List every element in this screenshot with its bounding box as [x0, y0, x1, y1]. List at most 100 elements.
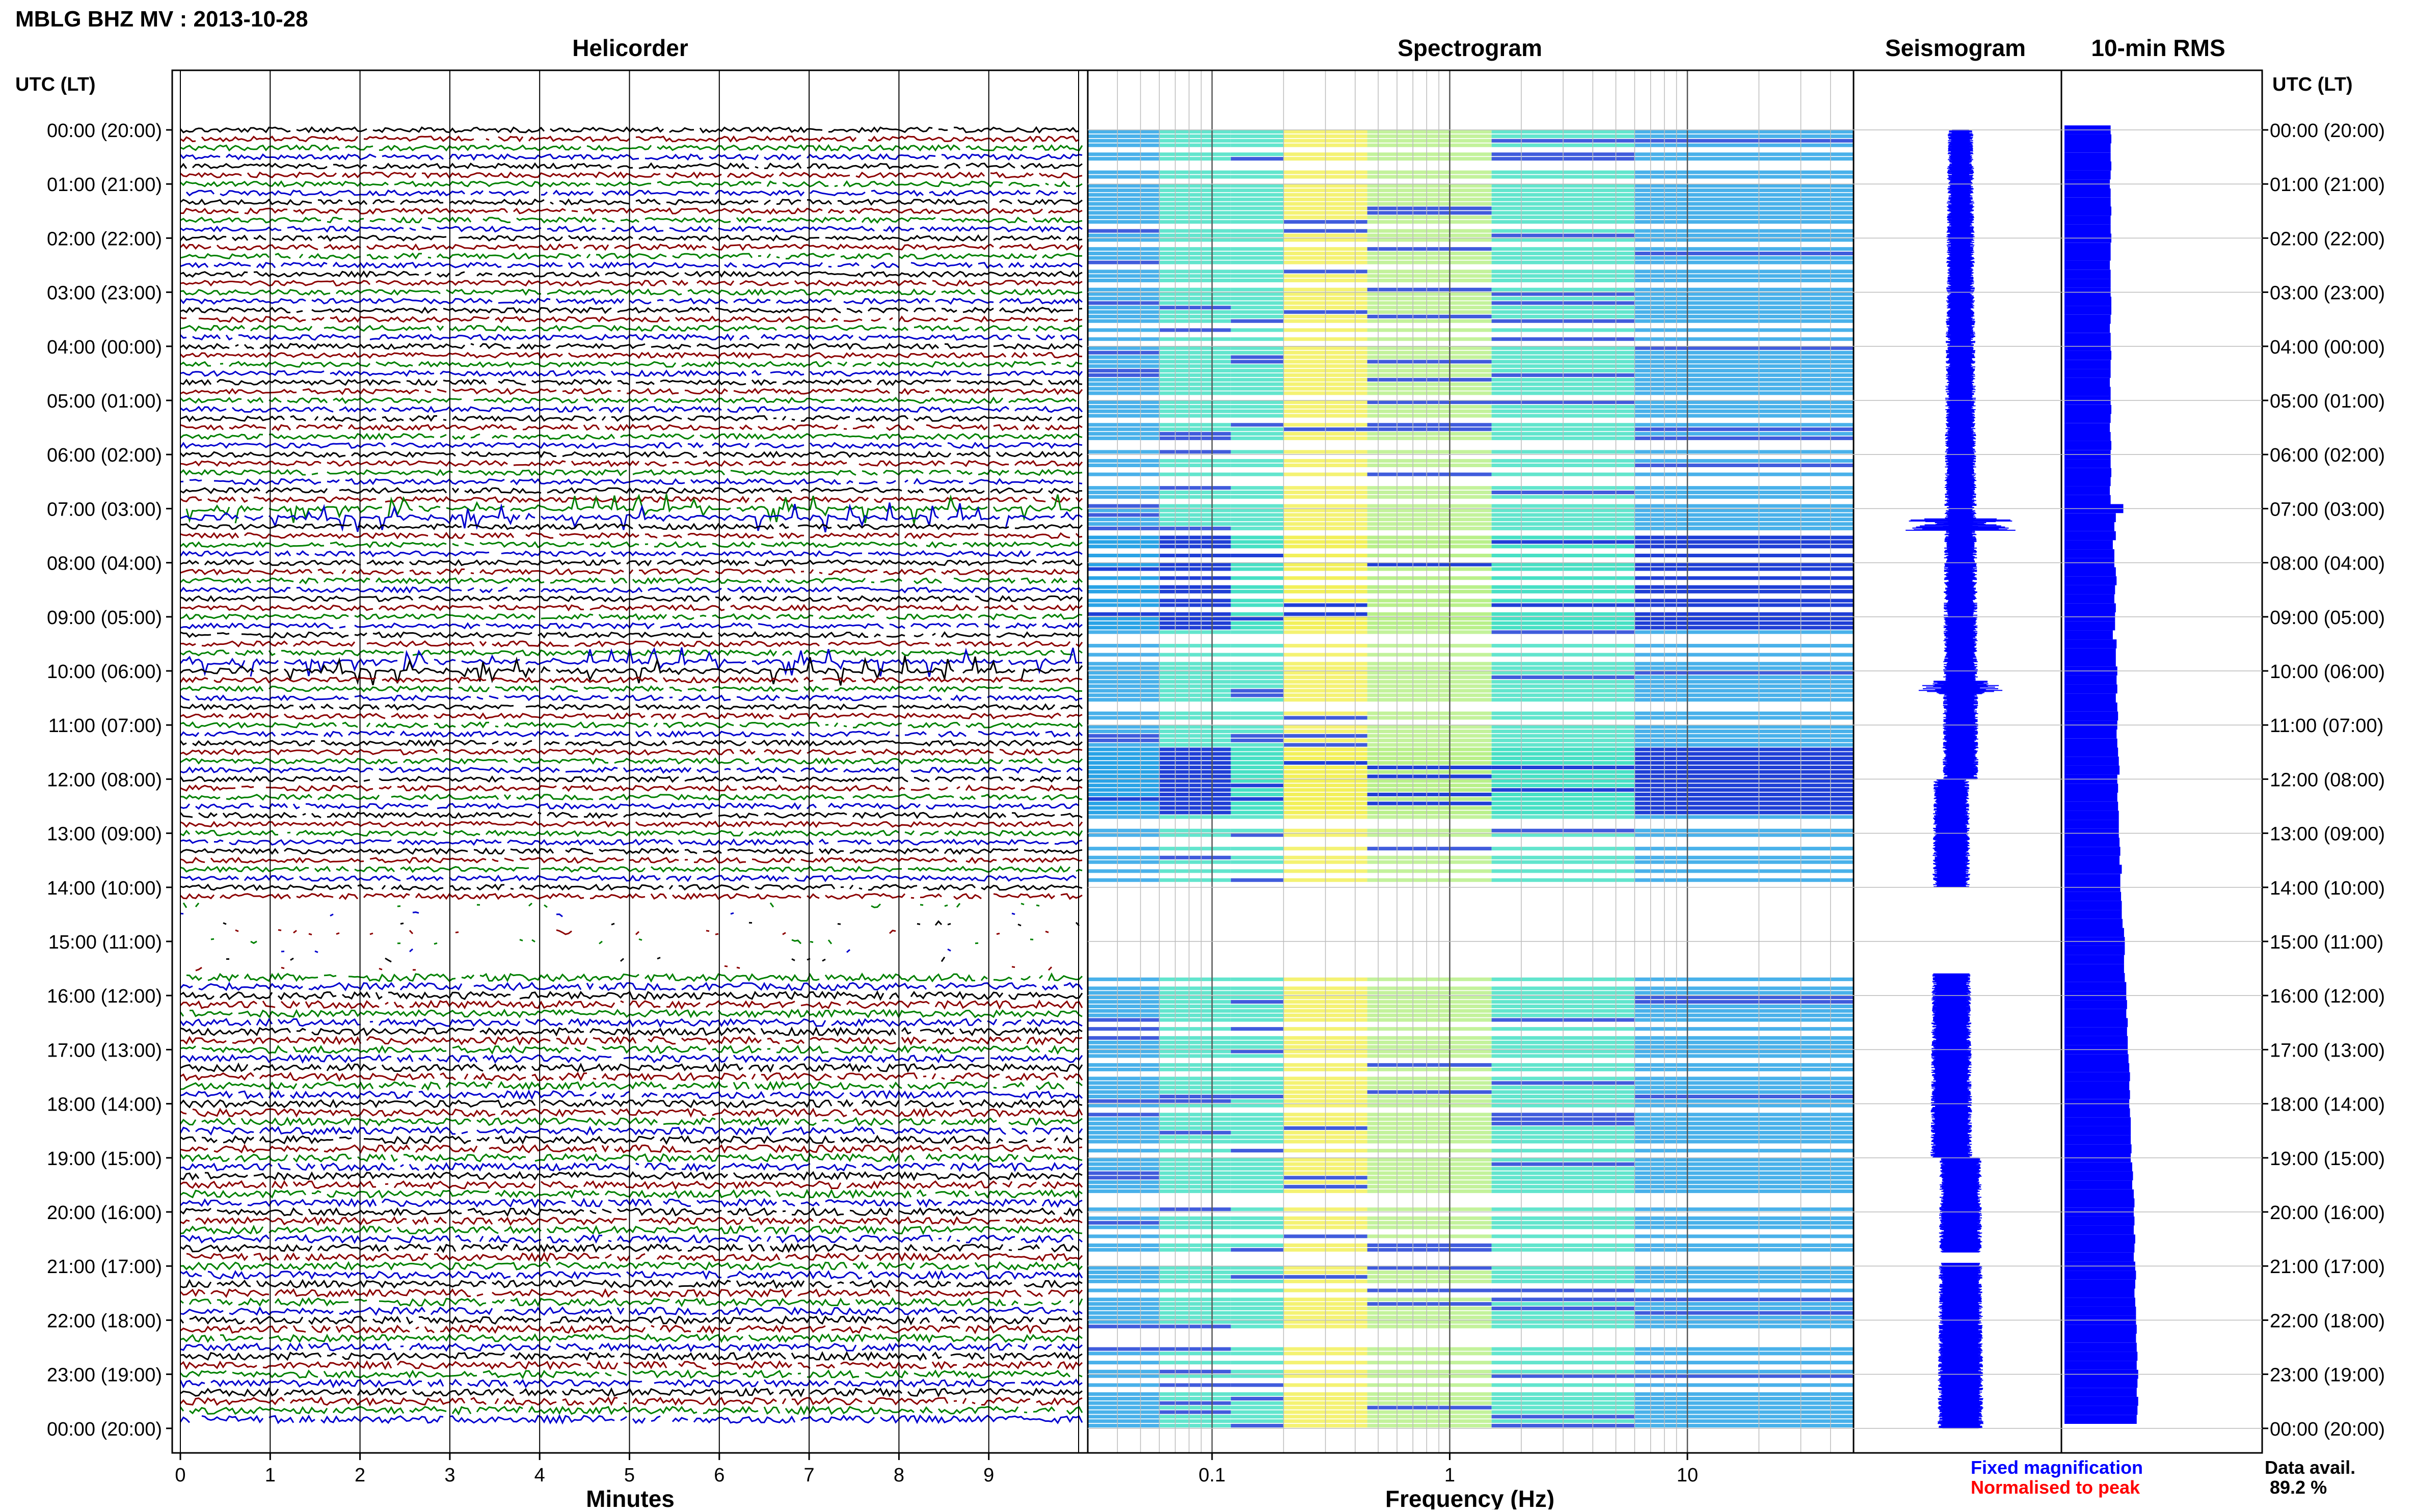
helicorder-trace	[179, 162, 1083, 170]
spectrogram-band	[1634, 134, 1854, 138]
spectrogram-band	[1230, 1315, 1284, 1319]
helicorder-trace	[180, 1081, 1083, 1091]
helicorder-trace	[180, 613, 1083, 621]
rms-bar	[2064, 765, 2120, 775]
spectrogram-band	[1634, 752, 1854, 756]
spectrogram-band	[1088, 220, 1160, 224]
spectrogram-band	[1088, 459, 1160, 463]
spectrogram-band	[1634, 1086, 1854, 1090]
spectrogram-band	[1367, 1045, 1492, 1049]
spectrogram-band	[1367, 589, 1492, 593]
helicorder-trace	[180, 640, 1083, 647]
spectrogram-band	[1230, 806, 1284, 810]
spectrogram-band	[1634, 513, 1854, 517]
spectrogram-band	[1634, 553, 1854, 557]
spectrogram-band	[1367, 747, 1492, 751]
helicorder-trace	[180, 712, 1083, 720]
spectrogram-band	[1230, 1176, 1284, 1180]
helicorder-trace	[211, 939, 1076, 944]
spectrogram-band	[1634, 409, 1854, 413]
spectrogram-band	[1230, 197, 1284, 201]
spectrogram-band	[1088, 1176, 1160, 1180]
spectrogram-band	[1367, 1081, 1492, 1085]
spectrogram-band	[1159, 1113, 1231, 1117]
spectrogram-band	[1230, 725, 1284, 729]
spectrogram-band	[1367, 450, 1492, 454]
spectrogram-band	[1159, 188, 1231, 193]
rms-bar	[2064, 982, 2127, 991]
spectrogram-band	[1088, 463, 1160, 467]
spectrogram-band	[1367, 855, 1492, 859]
rms-bar	[2064, 369, 2111, 378]
spectrogram-band	[1230, 1135, 1284, 1139]
spectrogram-band	[1088, 1302, 1160, 1306]
rms-bar	[2064, 865, 2122, 874]
time-label-right: 17:00 (13:00)	[2270, 1040, 2385, 1061]
spectrogram-band	[1088, 431, 1160, 436]
spectrogram-band	[1088, 1076, 1160, 1081]
spectrogram-band	[1088, 1374, 1160, 1378]
rms-bar	[2064, 784, 2118, 793]
spectrogram-band	[1367, 1027, 1492, 1031]
spectrogram-band	[1634, 1149, 1854, 1153]
spectrogram-band	[1367, 355, 1492, 359]
spectrogram-band	[1230, 1424, 1284, 1428]
helicorder-trace	[235, 929, 1049, 936]
spectrogram-band	[1230, 1122, 1284, 1126]
spectrogram-band	[1634, 716, 1854, 720]
rms-bar	[2064, 1189, 2134, 1199]
spectrogram-band	[1367, 793, 1492, 797]
spectrogram-band	[1159, 747, 1231, 751]
spectrogram-band	[1159, 693, 1231, 697]
spectrogram-band	[1367, 1396, 1492, 1400]
spectrogram-band	[1367, 1401, 1492, 1405]
spectrogram-band	[1634, 486, 1854, 490]
spectrogram-band	[1367, 1248, 1492, 1252]
helicorder-trace	[179, 1197, 1083, 1208]
spectrogram-band	[1634, 319, 1854, 323]
rms-bar	[2064, 847, 2121, 856]
helicorder-trace	[180, 1234, 1083, 1245]
spectrogram-band	[1230, 1054, 1284, 1058]
spectrogram-band	[1634, 540, 1854, 544]
spectrogram-band	[1367, 423, 1492, 427]
spectrogram-band	[1159, 1248, 1231, 1252]
spectrogram-band	[1230, 815, 1284, 819]
helicorder-trace	[180, 1279, 1083, 1289]
spectrogram-band	[1088, 1099, 1160, 1103]
rms-bar	[2064, 459, 2111, 468]
spectrogram-band	[1367, 1275, 1492, 1279]
spectrogram-band	[1634, 653, 1854, 657]
rms-bar	[2064, 946, 2125, 955]
spectrogram-band	[1159, 233, 1231, 237]
spectrogram-band	[1159, 360, 1231, 364]
rms-bar	[2064, 1234, 2135, 1244]
helicorder-trace	[180, 496, 1083, 504]
spectrogram-band	[1634, 1410, 1854, 1414]
spectrogram-band	[1634, 1311, 1854, 1315]
helicorder-trace	[180, 1054, 1083, 1064]
spectrogram-band	[1159, 314, 1231, 318]
spectrogram-band	[1088, 545, 1160, 549]
spectrogram-band	[1634, 229, 1854, 233]
spectrogram-band	[1367, 152, 1492, 156]
spectrogram-band	[1159, 815, 1231, 819]
spectrogram-band	[1634, 1040, 1854, 1044]
rms-bar	[2064, 1288, 2135, 1298]
rms-bar	[2064, 1216, 2135, 1226]
spectrogram-band	[1230, 215, 1284, 220]
spectrogram-band	[1367, 1036, 1492, 1040]
spectrogram-band	[1088, 387, 1160, 391]
spectrogram-band	[1634, 157, 1854, 161]
spectrogram-band	[1088, 1167, 1160, 1171]
time-label-right: 11:00 (07:00)	[2270, 715, 2383, 737]
spectrogram-band	[1634, 1090, 1854, 1094]
helicorder-trace	[179, 1396, 1083, 1407]
spectrogram-band	[1634, 747, 1854, 751]
rms-plot	[2064, 125, 2138, 1424]
spectrogram-band	[1159, 1221, 1231, 1225]
helicorder-trace	[180, 1360, 1083, 1370]
spectrogram-band	[1088, 1157, 1160, 1162]
helicorder-trace	[180, 531, 1083, 539]
spectrogram-band	[1088, 287, 1160, 291]
